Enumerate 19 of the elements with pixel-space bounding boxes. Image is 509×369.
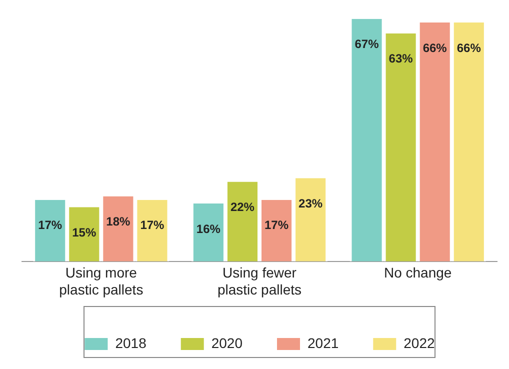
legend-label: 2021 bbox=[308, 334, 339, 351]
data-label: 15% bbox=[72, 225, 96, 240]
legend-label: 2022 bbox=[404, 334, 436, 351]
data-label: 18% bbox=[106, 214, 131, 229]
x-tick-label: Using fewer plastic pallets bbox=[217, 264, 302, 298]
data-label: 17% bbox=[38, 218, 62, 232]
x-tick-label: Using more plastic pallets bbox=[59, 264, 144, 298]
x-tick-label: No change bbox=[384, 264, 452, 281]
data-label: 17% bbox=[264, 218, 289, 232]
data-label: 23% bbox=[298, 196, 323, 210]
data-label: 63% bbox=[388, 52, 414, 66]
data-label: 67% bbox=[354, 37, 380, 52]
data-label: 22% bbox=[230, 200, 255, 214]
data-label: 17% bbox=[140, 218, 165, 232]
data-label: 66% bbox=[422, 40, 448, 55]
data-label: 66% bbox=[456, 40, 482, 55]
data-label: 16% bbox=[196, 222, 221, 236]
legend-label: 2020 bbox=[211, 334, 243, 351]
legend-label: 2018 bbox=[115, 334, 147, 351]
